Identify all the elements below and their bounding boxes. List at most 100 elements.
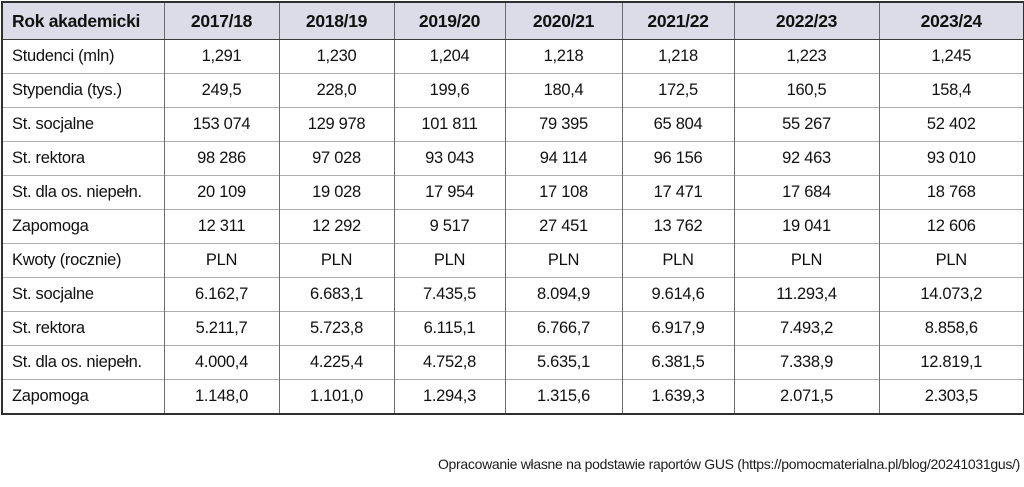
value-cell: 1,291 xyxy=(163,39,279,74)
value-cell: 27 451 xyxy=(504,209,622,244)
header-cell-year: 2023/24 xyxy=(878,2,1024,40)
table-row: St. dla os. niepełn. 4.000,4 4.225,4 4.752,… xyxy=(2,345,1024,380)
value-cell: 6.381,5 xyxy=(621,345,734,380)
row-label: Zapomoga xyxy=(2,209,164,244)
value-cell: 55 267 xyxy=(733,107,879,142)
value-cell: 228,0 xyxy=(278,73,394,108)
table-row: Zapomoga 12 311 12 292 9 517 27 451 13 762 19 … xyxy=(2,209,1024,244)
header-cell-year: 2018/19 xyxy=(278,2,394,40)
value-cell: 13 762 xyxy=(621,209,734,244)
value-cell: 18 768 xyxy=(878,175,1024,210)
row-label: St. socjalne xyxy=(2,277,164,312)
value-cell: 4.225,4 xyxy=(278,345,394,380)
value-cell: 4.752,8 xyxy=(393,345,505,380)
header-cell-year: 2020/21 xyxy=(504,2,622,40)
value-cell: PLN xyxy=(393,243,505,278)
value-cell: 2.071,5 xyxy=(733,379,879,414)
value-cell: 180,4 xyxy=(504,73,622,108)
value-cell: 249,5 xyxy=(163,73,279,108)
table-body: Studenci (mln) 1,291 1,230 1,204 1,218 1,218 1… xyxy=(2,39,1024,414)
value-cell: 92 463 xyxy=(733,141,879,176)
value-cell: 17 954 xyxy=(393,175,505,210)
value-cell: 6.766,7 xyxy=(504,311,622,346)
value-cell: 65 804 xyxy=(621,107,734,142)
value-cell: PLN xyxy=(733,243,879,278)
value-cell: 12 311 xyxy=(163,209,279,244)
table-row: St. socjalne 6.162,7 6.683,1 7.435,5 8.094,9… xyxy=(2,277,1024,312)
table-row: Stypendia (tys.) 249,5 228,0 199,6 180,4 172,… xyxy=(2,73,1024,108)
value-cell: 1,230 xyxy=(278,39,394,74)
row-label: St. dla os. niepełn. xyxy=(2,345,164,380)
value-cell: 1.148,0 xyxy=(163,379,279,414)
value-cell: 1,245 xyxy=(878,39,1024,74)
value-cell: 199,6 xyxy=(393,73,505,108)
value-cell: 2.303,5 xyxy=(878,379,1024,414)
value-cell: 1,223 xyxy=(733,39,879,74)
row-label: St. dla os. niepełn. xyxy=(2,175,164,210)
value-cell: PLN xyxy=(621,243,734,278)
row-label: St. rektora xyxy=(2,311,164,346)
value-cell: 11.293,4 xyxy=(733,277,879,312)
value-cell: 8.094,9 xyxy=(504,277,622,312)
value-cell: 9.614,6 xyxy=(621,277,734,312)
value-cell: 1.639,3 xyxy=(621,379,734,414)
row-label: Stypendia (tys.) xyxy=(2,73,164,108)
value-cell: 129 978 xyxy=(278,107,394,142)
value-cell: 79 395 xyxy=(504,107,622,142)
table-row: St. dla os. niepełn. 20 109 19 028 17 954 17… xyxy=(2,175,1024,210)
value-cell: 20 109 xyxy=(163,175,279,210)
table-row: St. socjalne 153 074 129 978 101 811 79 395 6… xyxy=(2,107,1024,142)
value-cell: 5.723,8 xyxy=(278,311,394,346)
row-label: St. socjalne xyxy=(2,107,164,142)
value-cell: 158,4 xyxy=(878,73,1024,108)
header-cell-year: 2019/20 xyxy=(393,2,505,40)
value-cell: 17 108 xyxy=(504,175,622,210)
value-cell: 6.162,7 xyxy=(163,277,279,312)
table-header-row: Rok akademicki 2017/18 2018/19 2019/20 2020/… xyxy=(2,2,1024,40)
row-label: St. rektora xyxy=(2,141,164,176)
value-cell: 5.635,1 xyxy=(504,345,622,380)
value-cell: 8.858,6 xyxy=(878,311,1024,346)
value-cell: 6.683,1 xyxy=(278,277,394,312)
value-cell: 96 156 xyxy=(621,141,734,176)
table-row: St. rektora 5.211,7 5.723,8 6.115,1 6.766,7 6… xyxy=(2,311,1024,346)
source-caption: Opracowanie własne na podstawie raportów… xyxy=(437,456,1020,472)
value-cell: 1.101,0 xyxy=(278,379,394,414)
header-cell-row-label: Rok akademicki xyxy=(2,2,164,40)
value-cell: 17 684 xyxy=(733,175,879,210)
value-cell: 12.819,1 xyxy=(878,345,1024,380)
value-cell: 5.211,7 xyxy=(163,311,279,346)
value-cell: 93 010 xyxy=(878,141,1024,176)
value-cell: 94 114 xyxy=(504,141,622,176)
value-cell: 7.493,2 xyxy=(733,311,879,346)
value-cell: PLN xyxy=(504,243,622,278)
value-cell: 14.073,2 xyxy=(878,277,1024,312)
value-cell: 98 286 xyxy=(163,141,279,176)
header-cell-year: 2017/18 xyxy=(163,2,279,40)
row-label: Studenci (mln) xyxy=(12,47,115,65)
value-cell: 1.294,3 xyxy=(393,379,505,414)
header-cell-year: 2022/23 xyxy=(733,2,879,40)
value-cell: PLN xyxy=(163,243,279,278)
table-row: Studenci (mln) 1,291 1,230 1,204 1,218 1,218 1… xyxy=(2,39,1024,74)
value-cell: PLN xyxy=(278,243,394,278)
value-cell: 97 028 xyxy=(278,141,394,176)
value-cell: 93 043 xyxy=(393,141,505,176)
value-cell: 4.000,4 xyxy=(163,345,279,380)
value-cell: 172,5 xyxy=(621,73,734,108)
table-row: Kwoty (rocznie) PLN PLN PLN PLN PLN PLN PLN xyxy=(2,243,1024,278)
value-cell: 1.315,6 xyxy=(504,379,622,414)
table-row: St. rektora 98 286 97 028 93 043 94 114 96 15… xyxy=(2,141,1024,176)
value-cell: 7.435,5 xyxy=(393,277,505,312)
value-cell: 9 517 xyxy=(393,209,505,244)
value-cell: 19 041 xyxy=(733,209,879,244)
row-label: Kwoty (rocznie) xyxy=(2,243,164,278)
value-cell: 6.115,1 xyxy=(393,311,505,346)
value-cell: 153 074 xyxy=(163,107,279,142)
value-cell: 6.917,9 xyxy=(621,311,734,346)
value-cell: 1,218 xyxy=(621,39,734,74)
value-cell: 101 811 xyxy=(393,107,505,142)
value-cell: 1,204 xyxy=(393,39,505,74)
value-cell: PLN xyxy=(878,243,1024,278)
